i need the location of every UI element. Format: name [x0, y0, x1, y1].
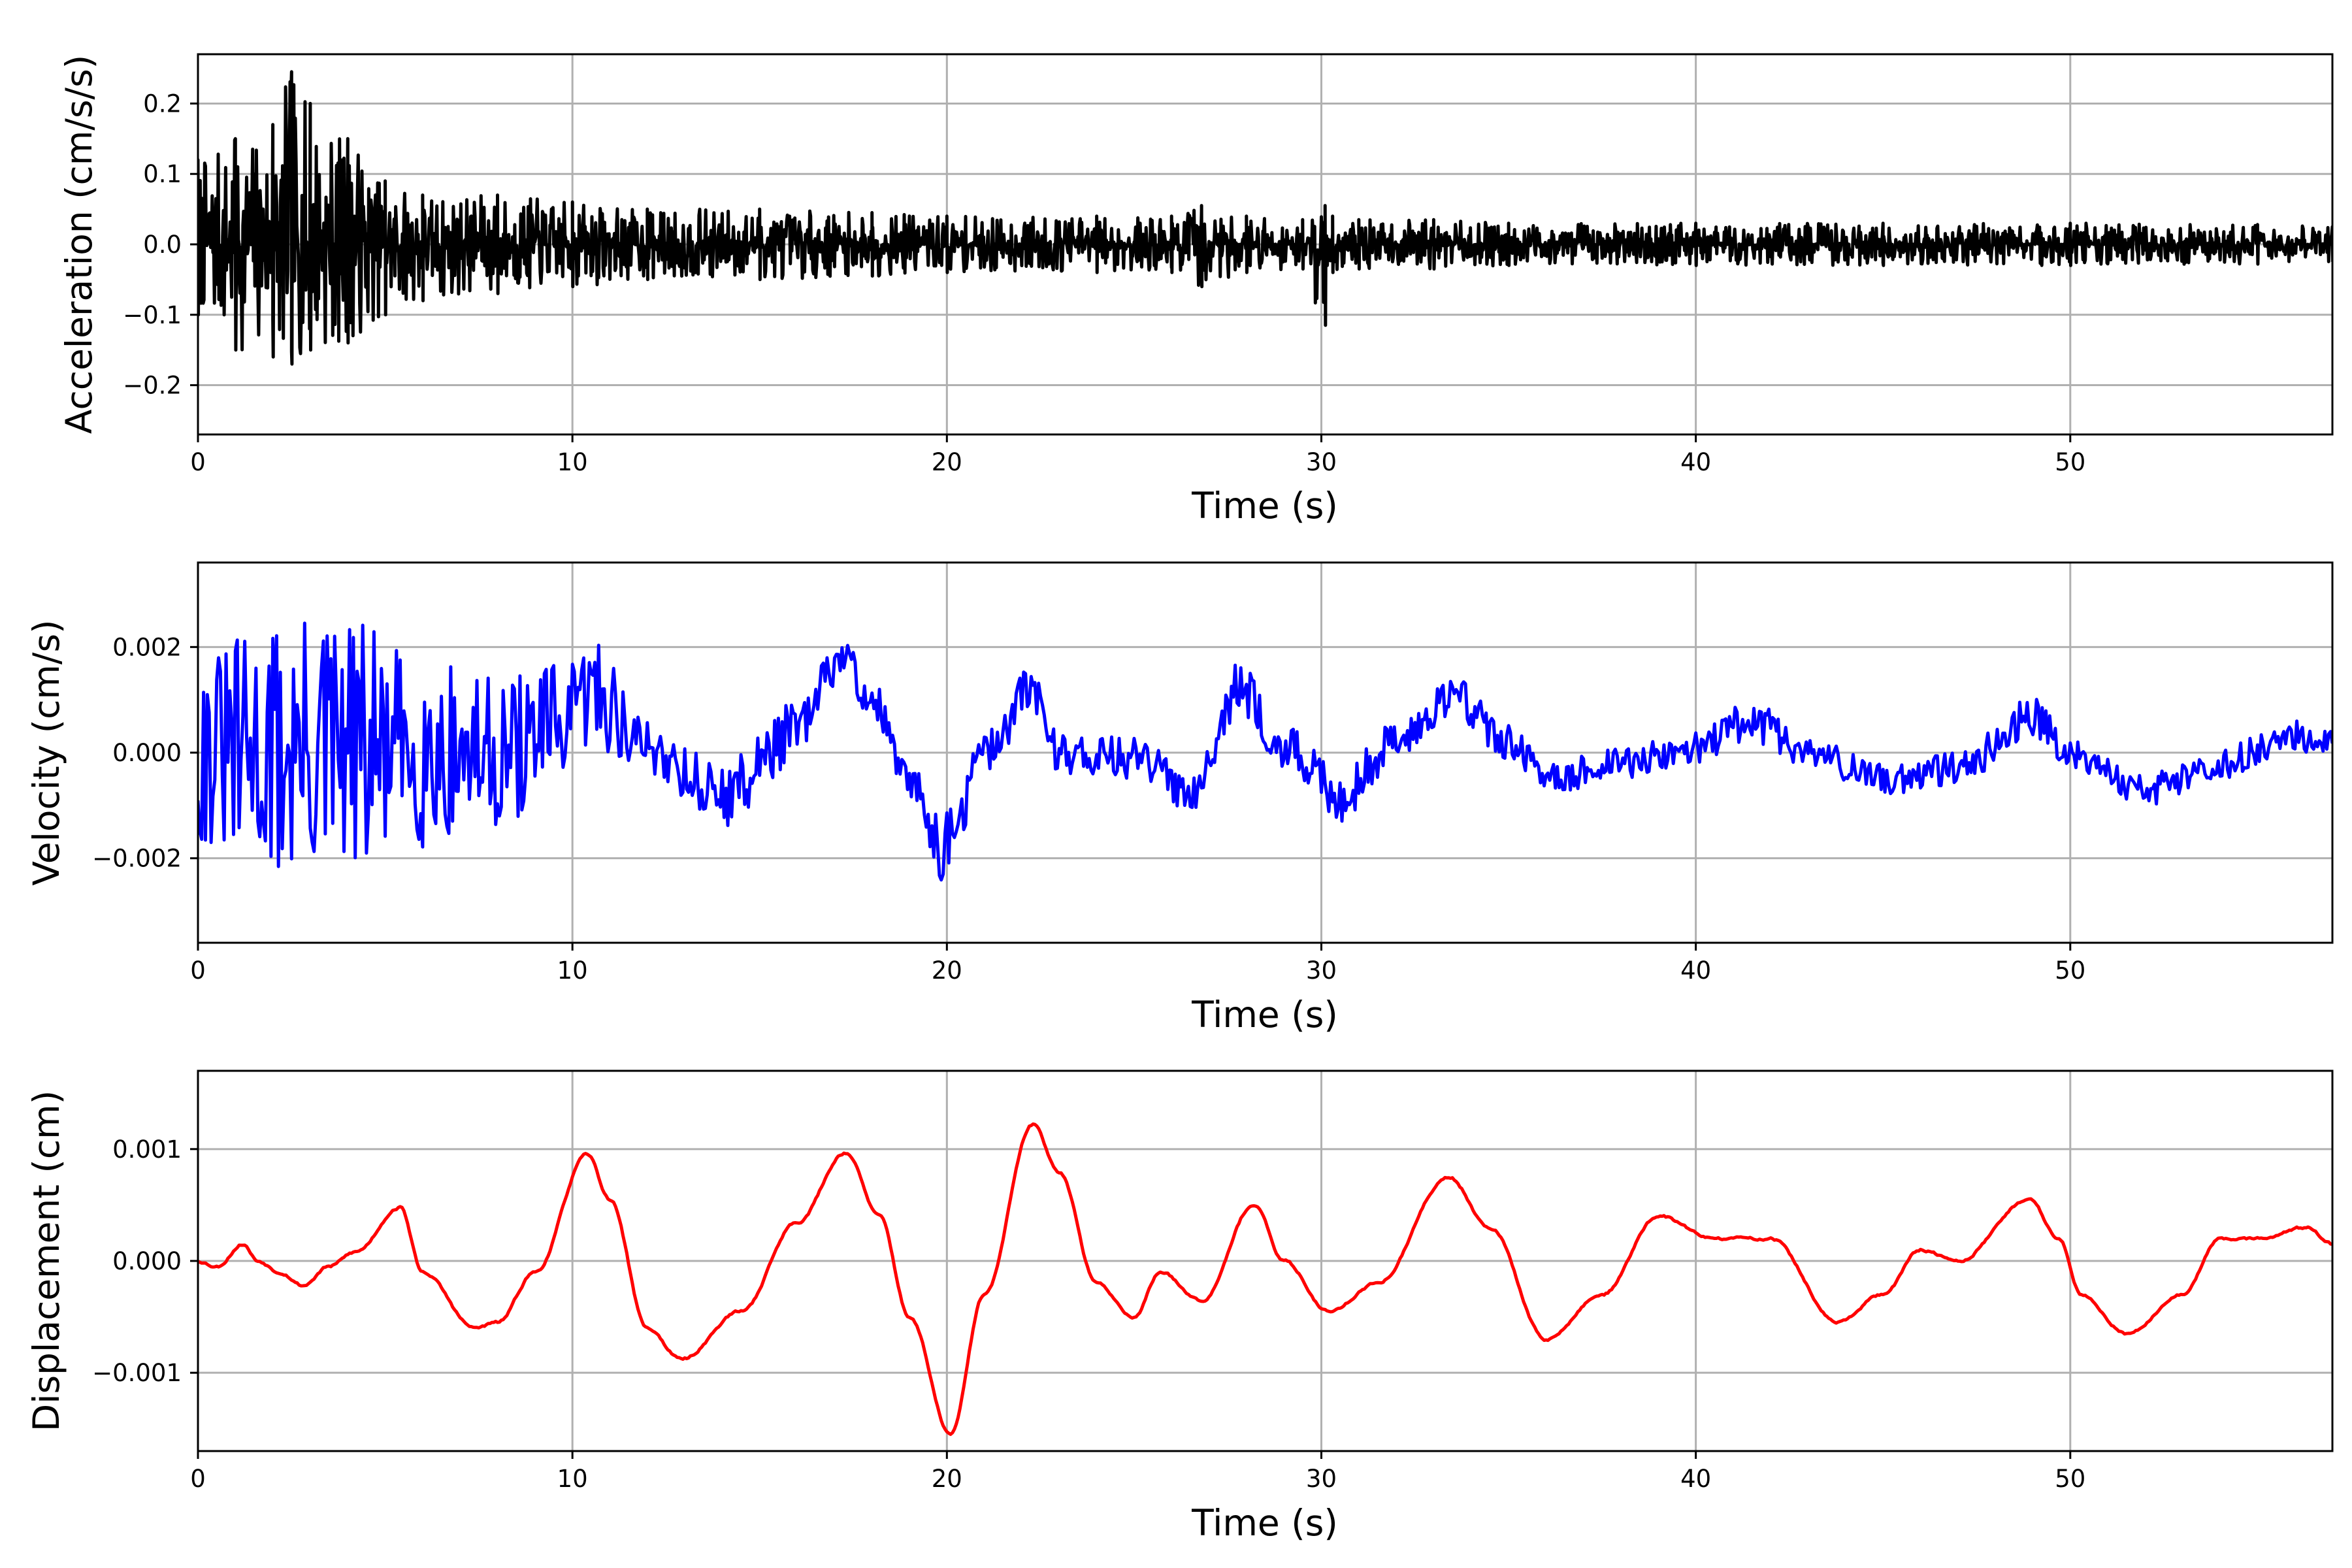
acceleration-series-line: [198, 70, 2332, 366]
velocity-panel: 0 10 20 30 40 50 −0.002 0.000 0.002 Time (s) Vel…: [25, 561, 2334, 1036]
y-tick-label: 0.0: [143, 231, 182, 259]
y-tick-label: 0.001: [112, 1135, 182, 1164]
x-tick-label: 0: [190, 448, 206, 476]
x-tick-label: 20: [932, 1465, 962, 1493]
y-tick-label: −0.002: [92, 845, 182, 873]
x-tick-label: 20: [932, 956, 962, 985]
x-tick-label: 50: [2055, 448, 2085, 476]
y-tick-label: 0.1: [143, 160, 182, 188]
velocity-y-axis-label: Velocity (cm/s): [25, 619, 67, 885]
x-tick-label: 50: [2055, 1465, 2085, 1493]
acceleration-panel: 0 10 20 30 40 50 −0.2 −0.1 0.0 0.1 0.2 Time (s) Ac…: [58, 53, 2334, 527]
velocity-series-line: [198, 621, 2332, 882]
velocity-plot-area: [198, 621, 2332, 882]
x-tick-label: 30: [1306, 1465, 1337, 1493]
velocity-x-axis-label: Time (s): [1191, 994, 1338, 1036]
acceleration-y-axis-label: Acceleration (cm/s/s): [58, 55, 100, 434]
y-tick-label: −0.2: [123, 372, 182, 400]
x-tick-label: 0: [190, 1465, 206, 1493]
y-tick-label: 0.2: [143, 90, 182, 118]
x-tick-label: 30: [1306, 448, 1337, 476]
y-tick-label: 0.002: [112, 633, 182, 661]
y-tick-label: 0.000: [112, 739, 182, 767]
x-tick-label: 40: [1680, 1465, 1711, 1493]
velocity-ticks: 0 10 20 30 40 50 −0.002 0.000 0.002: [92, 633, 2085, 985]
acceleration-plot-area: [198, 70, 2332, 366]
x-tick-label: 0: [190, 956, 206, 985]
x-tick-label: 40: [1680, 448, 1711, 476]
acceleration-ticks: 0 10 20 30 40 50 −0.2 −0.1 0.0 0.1 0.2: [123, 90, 2085, 476]
y-tick-label: 0.000: [112, 1247, 182, 1275]
displacement-plot-area: [198, 1122, 2332, 1436]
x-tick-label: 10: [557, 956, 588, 985]
x-tick-label: 50: [2055, 956, 2085, 985]
x-tick-label: 20: [932, 448, 962, 476]
y-tick-label: −0.001: [92, 1359, 182, 1387]
x-tick-label: 30: [1306, 956, 1337, 985]
displacement-y-axis-label: Displacement (cm): [25, 1090, 67, 1431]
x-tick-label: 10: [557, 448, 588, 476]
acceleration-x-axis-label: Time (s): [1191, 485, 1338, 527]
displacement-panel: 0 10 20 30 40 50 −0.001 0.000 0.001 Time (s) Dis…: [25, 1070, 2334, 1544]
displacement-x-axis-label: Time (s): [1191, 1502, 1338, 1544]
x-tick-label: 40: [1680, 956, 1711, 985]
y-tick-label: −0.1: [123, 301, 182, 329]
displacement-series-line: [198, 1122, 2332, 1436]
displacement-grid: [197, 1071, 2332, 1451]
x-tick-label: 10: [557, 1465, 588, 1493]
displacement-ticks: 0 10 20 30 40 50 −0.001 0.000 0.001: [92, 1135, 2085, 1493]
